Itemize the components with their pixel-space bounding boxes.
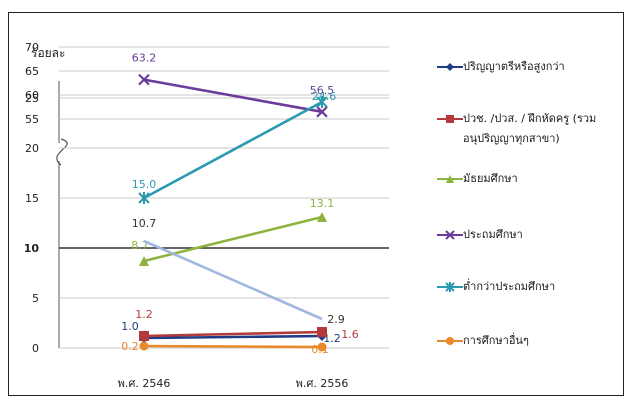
legend-key-icon — [437, 57, 463, 77]
data-point — [138, 73, 150, 86]
series-line — [143, 334, 323, 340]
legend-item: ปวช. /ปวส. / ฝึกหัดครู (รวม อนุปริญญาทุก… — [437, 109, 633, 149]
legend-label: การศึกษาอื่นๆ — [463, 334, 529, 347]
data-point — [139, 256, 149, 266]
y-tick-label: 55 — [25, 113, 39, 126]
y-tick-label: 15 — [25, 192, 39, 205]
x-tick-label: พ.ศ. 2546 — [118, 377, 171, 390]
data-label: 0.1 — [311, 343, 329, 356]
legend-label: ปริญญาตรีหรือสูงกว่า — [463, 60, 565, 73]
series-line — [143, 239, 323, 321]
legend-key-icon — [437, 331, 463, 351]
legend-key-icon — [437, 277, 463, 297]
data-point — [317, 212, 327, 222]
legend-label: ต่ำกว่าประถมศึกษา — [463, 280, 556, 293]
legend-key-icon — [437, 169, 463, 189]
data-label: 13.1 — [310, 197, 335, 210]
y-tick-label: 65 — [25, 65, 39, 78]
chart-frame: ร้อยละ 0 5 10 15 20 25 55 60 65 70 พ.ศ. 2546 พ.ศ. 25… — [8, 12, 624, 396]
data-point — [316, 106, 328, 118]
legend-label: มัธยมศึกษา — [463, 172, 518, 185]
y-tick-label: 60 — [25, 89, 39, 102]
data-point — [138, 192, 150, 204]
data-label: 24.6 — [312, 90, 337, 103]
data-label: 15.0 — [132, 178, 157, 191]
data-label: 1.2 — [135, 308, 153, 321]
series-line — [143, 330, 323, 338]
data-label: 10.7 — [132, 217, 157, 230]
chart-plot: ร้อยละ 0 5 10 15 20 25 55 60 65 70 พ.ศ. 2546 พ.ศ. 25… — [24, 41, 389, 390]
series-line — [143, 100, 323, 200]
x-tick-label: พ.ศ. 2556 — [296, 377, 349, 390]
series-line — [143, 215, 323, 263]
y-tick-label: 10 — [24, 242, 40, 255]
legend-item: การศึกษาอื่นๆ — [437, 331, 633, 351]
y-tick-label: 25 — [25, 92, 39, 105]
series-line — [143, 344, 323, 349]
legend-key-icon — [437, 225, 463, 245]
series-line — [143, 78, 323, 114]
data-label: 1.2 — [323, 332, 341, 345]
legend-item: ต่ำกว่าประถมศึกษา — [437, 277, 633, 297]
data-label: 0.2 — [121, 340, 139, 353]
data-label: 56.5 — [310, 84, 335, 97]
data-point — [316, 96, 328, 108]
data-label: 2.9 — [327, 313, 345, 326]
legend-label: ปวช. /ปวส. / ฝึกหัดครู (รวม อนุปริญญาทุก… — [463, 112, 597, 145]
legend-item: ปริญญาตรีหรือสูงกว่า — [437, 57, 633, 77]
legend-item: มัธยมศึกษา — [437, 169, 633, 189]
data-point — [139, 341, 149, 351]
y-tick-label: 0 — [32, 342, 39, 355]
y-tick-label: 20 — [25, 142, 39, 155]
data-label: 1.0 — [121, 320, 139, 333]
data-point — [317, 327, 327, 337]
data-point — [317, 342, 327, 352]
y-tick-label: 5 — [32, 292, 39, 305]
legend-label: ประถมศึกษา — [463, 228, 523, 241]
legend-key-icon — [437, 109, 463, 129]
y-axis-break-mark — [56, 138, 68, 166]
data-label: 63.2 — [132, 52, 157, 65]
y-tick-label: 70 — [25, 41, 39, 54]
legend-item: ประถมศึกษา — [437, 225, 633, 245]
data-point — [139, 331, 149, 341]
y-axis-title: ร้อยละ — [31, 46, 65, 60]
data-label: 1.6 — [341, 328, 359, 341]
